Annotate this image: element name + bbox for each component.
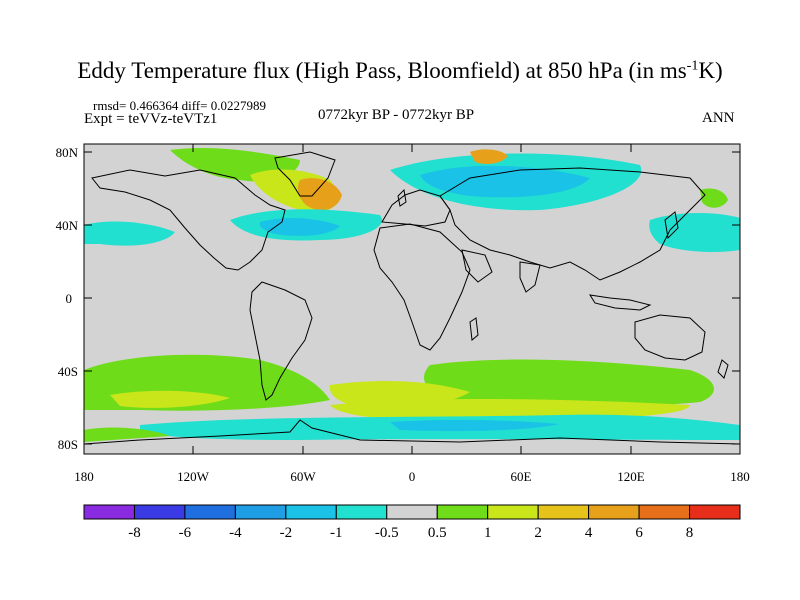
lat-tick-marks	[84, 151, 740, 445]
india-outline	[519, 261, 541, 293]
asia-outline	[439, 167, 706, 281]
lat-label: 40N	[56, 218, 79, 233]
eurasia-negative-core	[420, 165, 590, 198]
n-atlantic-negative-core	[259, 218, 340, 236]
colorbar-swatch	[689, 504, 741, 520]
antarctica-outline	[84, 419, 740, 445]
colorbar-swatch	[588, 504, 640, 520]
colorbar-label: 6	[635, 525, 643, 541]
lon-label: 180	[74, 469, 94, 484]
lon-label: 120W	[177, 469, 210, 484]
lat-label: 80S	[58, 437, 78, 452]
uk-outline	[397, 188, 407, 207]
barents-positive	[470, 149, 508, 164]
colorbar: -8 -6 -4 -2 -1 -0.5 0.5 1 2 4 6 8	[83, 504, 741, 541]
colorbar-swatch	[386, 504, 438, 520]
season-label: ANN	[702, 110, 735, 126]
colorbar-swatch	[133, 504, 186, 520]
lat-label: 80N	[56, 145, 79, 160]
colorbar-label: 8	[686, 525, 694, 541]
madagascar-outline	[469, 317, 479, 341]
colorbar-label: 2	[534, 525, 542, 541]
colorbar-swatch	[184, 504, 236, 520]
e-asia-positive	[700, 188, 728, 208]
coastlines	[84, 151, 740, 445]
colorbar-swatch	[285, 504, 337, 520]
period-label: 0772kyr BP - 0772kyr BP	[318, 107, 475, 123]
s-pacific-positive-core	[110, 390, 230, 408]
colorbar-label: -8	[128, 525, 141, 541]
colorbar-label: -1	[330, 525, 343, 541]
japan-outline	[664, 211, 679, 240]
colorbar-swatch	[335, 504, 388, 520]
greenland-outline	[274, 151, 336, 197]
colorbar-swatch	[638, 504, 691, 520]
colorbar-swatch	[487, 504, 539, 520]
africa-outline	[373, 223, 471, 351]
colorbar-label: 1	[484, 525, 492, 541]
colorbar-swatch	[234, 504, 287, 520]
w-pacific-negative	[84, 221, 175, 246]
map-title: Eddy Temperature flux (High Pass, Bloomf…	[77, 58, 723, 83]
lat-label: 0	[66, 291, 73, 306]
colorbar-swatch	[436, 504, 489, 520]
arabia-outline	[461, 249, 493, 283]
lat-label: 40S	[58, 364, 78, 379]
lon-label: 0	[409, 469, 416, 484]
lon-label: 180	[730, 469, 750, 484]
new-zealand-outline	[717, 359, 729, 379]
lon-label: 120E	[617, 469, 645, 484]
south-america-outline	[249, 281, 313, 401]
lon-tick-marks	[83, 144, 741, 454]
colorbar-label: 0.5	[428, 525, 447, 541]
antarctic-margin-negative-core	[390, 419, 560, 432]
colorbar-swatch	[537, 504, 590, 520]
colorbar-label: -4	[229, 525, 242, 541]
north-america-outline	[91, 169, 286, 271]
stats-label: rmsd= 0.466364 diff= 0.0227989	[93, 98, 266, 113]
colorbar-label: -0.5	[375, 525, 399, 541]
experiment-label: Expt = teVVz-teVTz1	[84, 111, 218, 127]
n-atlantic-positive	[298, 178, 342, 211]
north-pacific-negative	[649, 213, 740, 252]
colorbar-label: -2	[280, 525, 293, 541]
colorbar-label: 4	[585, 525, 593, 541]
australia-outline	[634, 314, 706, 361]
colorbar-label: -6	[179, 525, 192, 541]
s-indian-positive	[424, 359, 714, 408]
lon-label: 60E	[511, 469, 532, 484]
colorbar-swatch	[83, 504, 135, 520]
indonesia-outline	[589, 294, 652, 311]
antarctic-positive	[84, 427, 170, 442]
lon-label: 60W	[290, 469, 316, 484]
